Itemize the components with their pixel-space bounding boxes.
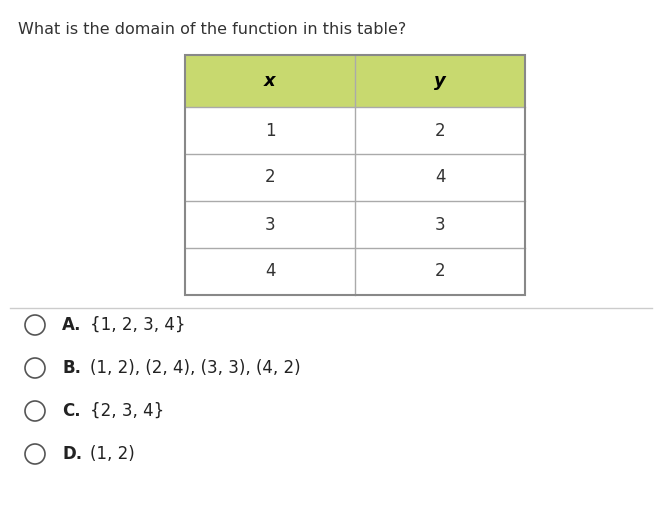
Bar: [185, 55, 525, 295]
Bar: [185, 107, 355, 154]
Text: 1: 1: [265, 122, 275, 139]
Bar: [355, 248, 525, 295]
Text: 3: 3: [435, 216, 446, 233]
Text: 2: 2: [435, 122, 446, 139]
Bar: [185, 55, 355, 107]
Text: B.: B.: [62, 359, 81, 377]
Text: 2: 2: [435, 263, 446, 280]
Text: A.: A.: [62, 316, 81, 334]
Text: 4: 4: [435, 169, 446, 186]
Text: C.: C.: [62, 402, 81, 420]
Bar: [185, 248, 355, 295]
Text: What is the domain of the function in this table?: What is the domain of the function in th…: [18, 22, 406, 37]
Text: (1, 2), (2, 4), (3, 3), (4, 2): (1, 2), (2, 4), (3, 3), (4, 2): [90, 359, 301, 377]
Bar: [355, 201, 525, 248]
Text: 2: 2: [265, 169, 275, 186]
Text: (1, 2): (1, 2): [90, 445, 135, 463]
Bar: [355, 107, 525, 154]
Bar: [185, 201, 355, 248]
Text: {1, 2, 3, 4}: {1, 2, 3, 4}: [90, 316, 185, 334]
Bar: [355, 154, 525, 201]
Text: x: x: [264, 72, 276, 90]
Text: {2, 3, 4}: {2, 3, 4}: [90, 402, 164, 420]
Text: 3: 3: [265, 216, 275, 233]
Text: D.: D.: [62, 445, 82, 463]
Text: y: y: [434, 72, 446, 90]
Bar: [355, 55, 525, 107]
Text: 4: 4: [265, 263, 275, 280]
Bar: [185, 154, 355, 201]
